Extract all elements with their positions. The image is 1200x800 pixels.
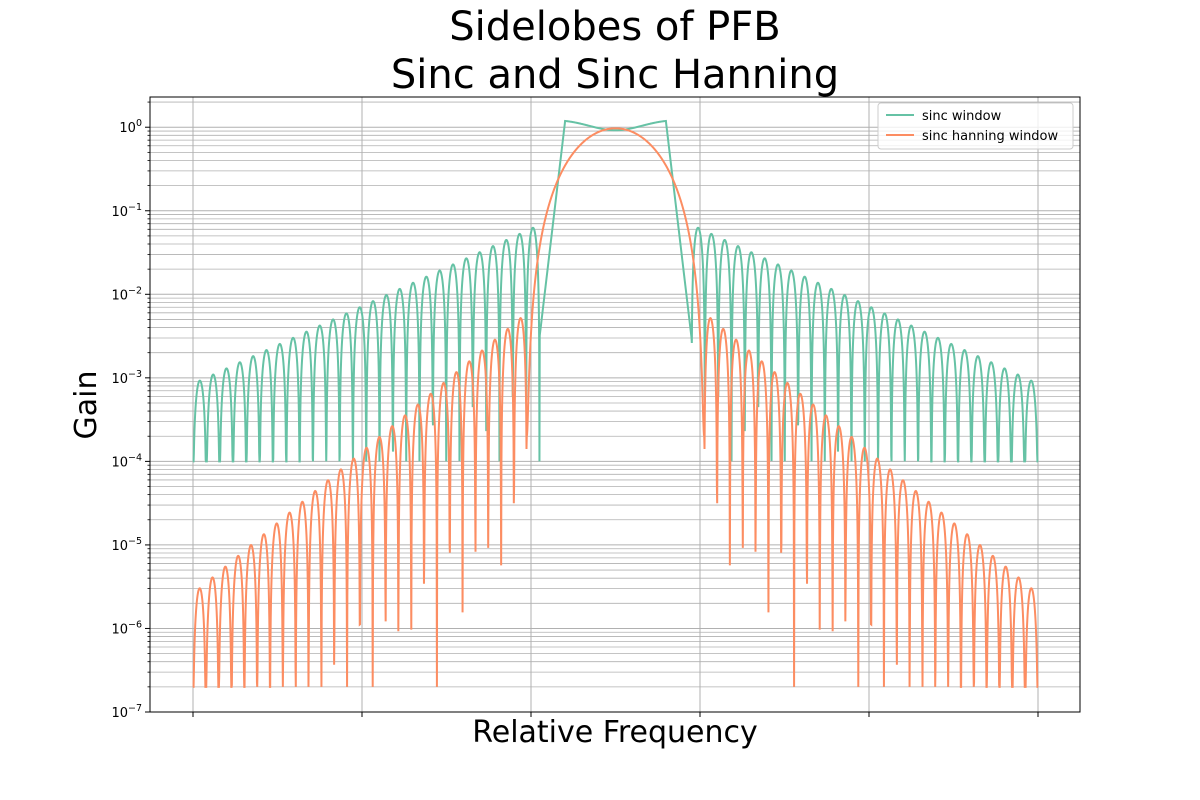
- series-line-sinc-window: [192, 119, 1039, 463]
- y-tick-label: 10−2: [111, 285, 142, 303]
- x-axis-ticks: [192, 712, 1039, 717]
- y-tick-label: 10−7: [111, 703, 142, 721]
- legend-label-sinc-window: sinc window: [922, 109, 1002, 124]
- y-tick-label: 10−3: [111, 369, 142, 387]
- series-lines: [192, 119, 1039, 688]
- series-line-sinc-hanning-window: [192, 127, 1039, 688]
- legend: sinc window sinc hanning window: [877, 102, 1074, 150]
- chart-title-line-1: Sidelobes of PFB: [449, 4, 780, 50]
- y-tick-label: 10−6: [111, 619, 142, 637]
- legend-label-sinc-hanning-window: sinc hanning window: [922, 129, 1059, 144]
- chart-title-line-2: Sinc and Sinc Hanning: [391, 52, 839, 98]
- y-tick-label: 10−4: [111, 452, 142, 470]
- x-axis-label: Relative Frequency: [472, 715, 758, 750]
- y-axis-ticks: 100 10−1 10−2 10−3 10−4 10−5 10−6 10−7: [111, 101, 150, 721]
- y-tick-label: 100: [119, 118, 142, 136]
- legend-box: [877, 102, 1074, 150]
- plot-frame: [149, 96, 1081, 713]
- y-axis-label: Gain: [69, 371, 104, 440]
- y-tick-label: 10−5: [111, 536, 142, 554]
- y-tick-label: 10−1: [111, 202, 142, 220]
- grid: [150, 97, 1080, 713]
